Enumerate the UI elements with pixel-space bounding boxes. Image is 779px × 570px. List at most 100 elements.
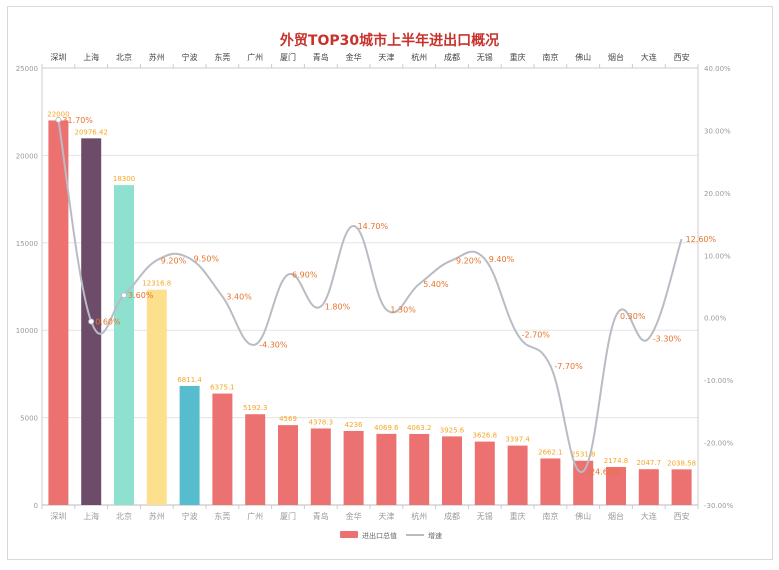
- x-bottom-tick-label: 北京: [116, 511, 132, 521]
- bar-value-label: 4069.6: [374, 424, 399, 432]
- line-layer: [55, 116, 683, 473]
- bar-value-label: 4236: [345, 421, 363, 429]
- y-left-tick-label: 5000: [20, 415, 38, 423]
- bar-layer: [48, 120, 692, 505]
- y-right-tick-label: 20.00%: [704, 190, 731, 198]
- x-top-tick-label: 成都: [444, 52, 460, 62]
- bar-value-label: 6811.4: [177, 376, 202, 384]
- y-right-tick-label: 0.00%: [704, 315, 727, 323]
- growth-value-label: 5.40%: [423, 280, 449, 289]
- growth-value-label: 31.70%: [62, 116, 93, 125]
- x-top-tick-label: 烟台: [608, 52, 624, 62]
- bar: [48, 120, 69, 505]
- y-left-tick-label: 15000: [16, 240, 38, 248]
- y-left-tick-label: 20000: [16, 152, 38, 160]
- bar: [212, 393, 233, 505]
- x-top-tick-label: 杭州: [411, 52, 427, 62]
- legend-swatch-bar: [340, 531, 358, 538]
- bar: [245, 414, 266, 505]
- x-bottom-tick-label: 宁波: [182, 511, 198, 521]
- x-top-tick-label: 天津: [378, 52, 394, 62]
- growth-value-label: 9.50%: [194, 254, 220, 263]
- x-bottom-tick-label: 广州: [247, 511, 263, 521]
- x-bottom-tick-label: 东莞: [214, 511, 230, 521]
- x-bottom-tick-label: 苏州: [149, 511, 165, 521]
- bar-value-label: 4569: [279, 415, 297, 423]
- legend-layer: 进出口总值 增速: [340, 531, 442, 540]
- growth-value-label: 9.20%: [161, 256, 187, 265]
- x-top-tick-label: 佛山: [575, 52, 591, 62]
- bar: [474, 441, 495, 505]
- x-top-tick-label: 青岛: [313, 52, 329, 62]
- x-top-tick-label: 上海: [83, 52, 99, 62]
- x-bottom-tick-label: 重庆: [510, 511, 526, 521]
- bar-value-label: 2662.1: [538, 448, 563, 456]
- y-left-tick-label: 0: [34, 502, 38, 510]
- bar-value-label: 4063.2: [407, 424, 432, 432]
- x-top-tick-label: 西安: [674, 52, 690, 62]
- label-layer: 22000 20976.42 18300 12316.8 6811.4 6375.1 519…: [47, 110, 716, 476]
- x-top-tick-label: 北京: [116, 52, 132, 62]
- y-right-tick-label: -10.00%: [704, 377, 734, 385]
- bar: [409, 433, 430, 505]
- bar-value-label: 3626.8: [473, 432, 498, 440]
- bar: [573, 460, 594, 505]
- bar-value-label: 22000: [47, 110, 69, 118]
- growth-value-label: -3.30%: [653, 334, 682, 343]
- y-right-tick-label: 30.00%: [704, 127, 731, 135]
- bar: [376, 433, 397, 505]
- bar-value-label: 18300: [113, 175, 135, 183]
- growth-value-label: -2.70%: [522, 331, 551, 340]
- y-right-tick-label: -30.00%: [704, 502, 734, 510]
- bar-value-label: 2038.58: [667, 459, 696, 467]
- x-bottom-tick-label: 成都: [444, 511, 460, 521]
- bar: [179, 385, 200, 505]
- y-right-tick-label: 40.00%: [704, 65, 731, 73]
- growth-value-label: -4.30%: [259, 341, 288, 350]
- bar-value-label: 6375.1: [210, 384, 235, 392]
- grid-layer: [42, 67, 698, 506]
- axis-layer: 0 5000 10000 15000 20000 25000 -30.00% -20.00% -…: [16, 52, 734, 521]
- x-bottom-tick-label: 烟台: [608, 511, 624, 521]
- growth-value-label: 3.60%: [128, 291, 154, 300]
- x-top-tick-label: 金华: [346, 52, 362, 62]
- growth-value-label: 14.70%: [358, 222, 389, 231]
- bar: [638, 469, 659, 505]
- y-right-tick-label: -20.00%: [704, 440, 734, 448]
- growth-value-label: -7.70%: [554, 362, 583, 371]
- y-left-tick-label: 10000: [16, 327, 38, 335]
- legend-label-line: 增速: [428, 531, 442, 540]
- growth-value-label: 1.30%: [390, 306, 416, 315]
- growth-value-label: 1.80%: [325, 302, 351, 311]
- bar-value-label: 4378.3: [309, 418, 334, 426]
- growth-value-label: -24.60%: [587, 467, 621, 476]
- x-bottom-tick-label: 南京: [542, 511, 558, 521]
- x-bottom-tick-label: 杭州: [411, 511, 427, 521]
- bar: [310, 428, 331, 505]
- growth-point: [121, 292, 127, 299]
- bar-value-label: 3397.4: [505, 436, 530, 444]
- y-right-tick-label: 10.00%: [704, 252, 731, 260]
- x-top-tick-label: 苏州: [149, 52, 165, 62]
- growth-value-label: 6.90%: [292, 271, 318, 280]
- x-top-tick-label: 广州: [247, 52, 263, 62]
- growth-point: [88, 318, 95, 325]
- x-top-tick-label: 深圳: [50, 52, 66, 62]
- x-top-tick-label: 大连: [641, 52, 657, 62]
- x-top-tick-label: 无锡: [477, 53, 493, 62]
- bar-value-label: 20976.42: [74, 128, 107, 136]
- bar: [442, 436, 462, 505]
- growth-value-label: 0.60%: [95, 317, 121, 326]
- x-bottom-tick-label: 佛山: [575, 511, 591, 521]
- bar: [146, 289, 167, 505]
- bar: [671, 469, 692, 505]
- x-bottom-tick-label: 无锡: [477, 512, 493, 521]
- x-bottom-tick-label: 青岛: [313, 511, 329, 521]
- growth-value-label: 3.40%: [226, 292, 252, 301]
- x-top-tick-label: 宁波: [182, 52, 198, 62]
- x-bottom-tick-label: 深圳: [50, 511, 66, 521]
- bar-value-label: 3925.6: [440, 426, 465, 434]
- x-bottom-tick-label: 大连: [641, 511, 657, 521]
- x-bottom-tick-label: 厦门: [280, 511, 296, 521]
